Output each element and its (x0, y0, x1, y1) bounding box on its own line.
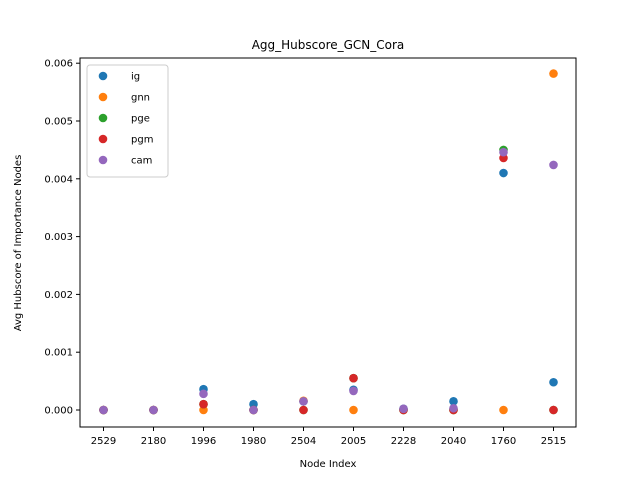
data-point-cam (399, 404, 408, 414)
x-tick-label: 2504 (291, 436, 316, 447)
data-point-cam (149, 405, 158, 415)
x-tick-label: 2529 (91, 436, 116, 447)
legend-label-cam: cam (131, 156, 152, 167)
data-point-pgm (549, 405, 558, 415)
y-axis-label: Avg Hubscore of Importance Nodes (13, 155, 24, 332)
data-point-pgm (199, 399, 208, 409)
x-tick-label: 2180 (141, 436, 166, 447)
y-tick-label: 0.005 (44, 117, 73, 128)
y-tick-label: 0.006 (44, 59, 73, 70)
x-tick-label: 1760 (491, 436, 516, 447)
x-axis: 2529 2180 1996 1980 2504 2005 2228 2040 1760 2515 (91, 427, 566, 447)
axes-frame (79, 57, 577, 428)
chart-title: Agg_Hubscore_GCN_Cora (252, 38, 405, 52)
x-tick-label: 1996 (191, 436, 216, 447)
data-point-cam (499, 147, 508, 157)
data-point-ig (449, 397, 458, 406)
legend-marker-pgm (98, 134, 108, 144)
legend-marker-gnn (98, 92, 108, 102)
legend-label-gnn: gnn (131, 93, 150, 104)
x-tick-label: 2515 (541, 436, 566, 447)
legend-marker-ig (98, 71, 108, 81)
data-point-gnn (549, 69, 558, 78)
x-tick-label: 2040 (441, 436, 466, 447)
legend-label-ig: ig (131, 72, 140, 83)
data-point-cam (349, 386, 358, 396)
data-point-gnn (349, 405, 358, 415)
plot-area (99, 69, 558, 415)
y-tick-label: 0.003 (44, 232, 73, 243)
legend-marker-cam (98, 155, 108, 165)
x-axis-label: Node Index (300, 459, 357, 470)
data-point-cam (449, 403, 458, 413)
x-tick-label: 1980 (241, 436, 266, 447)
y-tick-label: 0.000 (44, 406, 73, 417)
x-tick-label: 2005 (341, 436, 366, 447)
data-point-ig (549, 377, 558, 387)
legend-label-pgm: pgm (131, 135, 153, 146)
data-point-cam (99, 405, 108, 415)
x-tick-label: 2228 (391, 436, 416, 447)
data-point-cam (299, 397, 308, 406)
data-point-cam (199, 389, 208, 399)
data-point-gnn (499, 405, 508, 415)
legend-box (86, 64, 169, 178)
data-point-cam (249, 405, 258, 415)
legend: ig gnn pge pgm cam (86, 64, 169, 178)
y-axis: 0.000 0.001 0.002 0.003 0.004 0.005 0.006 (44, 59, 80, 417)
series-cam (99, 147, 558, 415)
y-tick-label: 0.004 (44, 174, 73, 185)
y-tick-label: 0.001 (44, 348, 73, 359)
data-point-ig (499, 168, 508, 178)
legend-label-pge: pge (131, 114, 150, 125)
data-point-pgm (299, 405, 308, 415)
data-point-pgm (349, 373, 358, 383)
y-tick-label: 0.002 (44, 290, 73, 301)
legend-marker-pge (98, 113, 108, 123)
data-point-cam (549, 160, 558, 170)
